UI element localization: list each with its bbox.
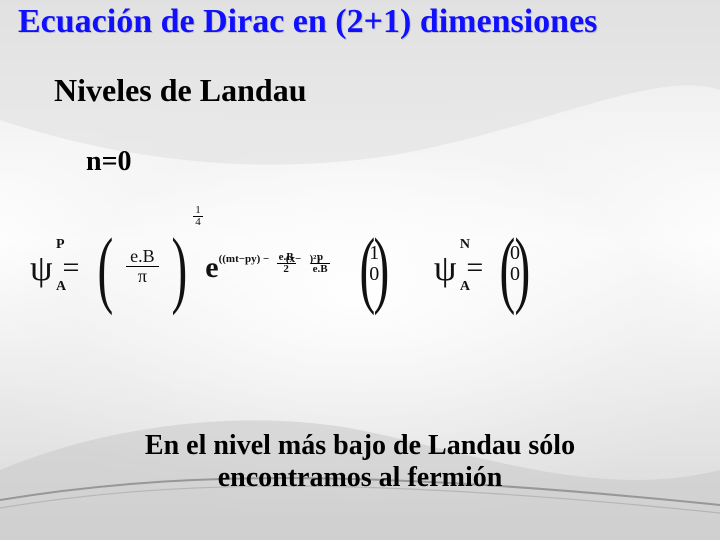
- vector-2: ( 0 0 ): [493, 225, 536, 311]
- frac1-den: π: [126, 267, 159, 286]
- footer-text: En el nivel más bajo de Landau sólo enco…: [0, 430, 720, 494]
- exponential: e ((mt−py) − (x− )²) e.B 2 p e.B: [205, 251, 218, 285]
- slide: Ecuación de Dirac en (2+1) dimensiones N…: [0, 0, 720, 540]
- vector-1: ( 1 0 ): [353, 225, 396, 311]
- footer-line-1: En el nivel más bajo de Landau sólo: [0, 430, 720, 462]
- psi-sup-2: N: [460, 237, 470, 253]
- slide-subtitle: Niveles de Landau: [54, 72, 306, 109]
- psi-sup: P: [56, 237, 65, 253]
- equation-row: ψ P A = ( e.B π ) 1 4 e: [30, 225, 690, 335]
- power-one-quarter: 1 4: [193, 205, 203, 228]
- paren-frac: ( e.B π ) 1 4: [91, 225, 193, 311]
- psi-symbol-2: ψ: [434, 248, 457, 288]
- footer-line-2: encontramos al fermión: [0, 462, 720, 494]
- psi-p-a: ψ P A: [30, 247, 53, 289]
- frac1-num: e.B: [126, 247, 159, 267]
- exponent: ((mt−py) − (x− )²) e.B 2 p e.B: [219, 253, 321, 265]
- psi-symbol: ψ: [30, 248, 53, 288]
- psi-sub-2: A: [460, 279, 470, 295]
- psi-n-a: ψ N A: [434, 247, 457, 289]
- n-equals-zero: n=0: [86, 146, 132, 178]
- slide-title: Ecuación de Dirac en (2+1) dimensiones: [18, 4, 597, 40]
- psi-sub: A: [56, 279, 66, 295]
